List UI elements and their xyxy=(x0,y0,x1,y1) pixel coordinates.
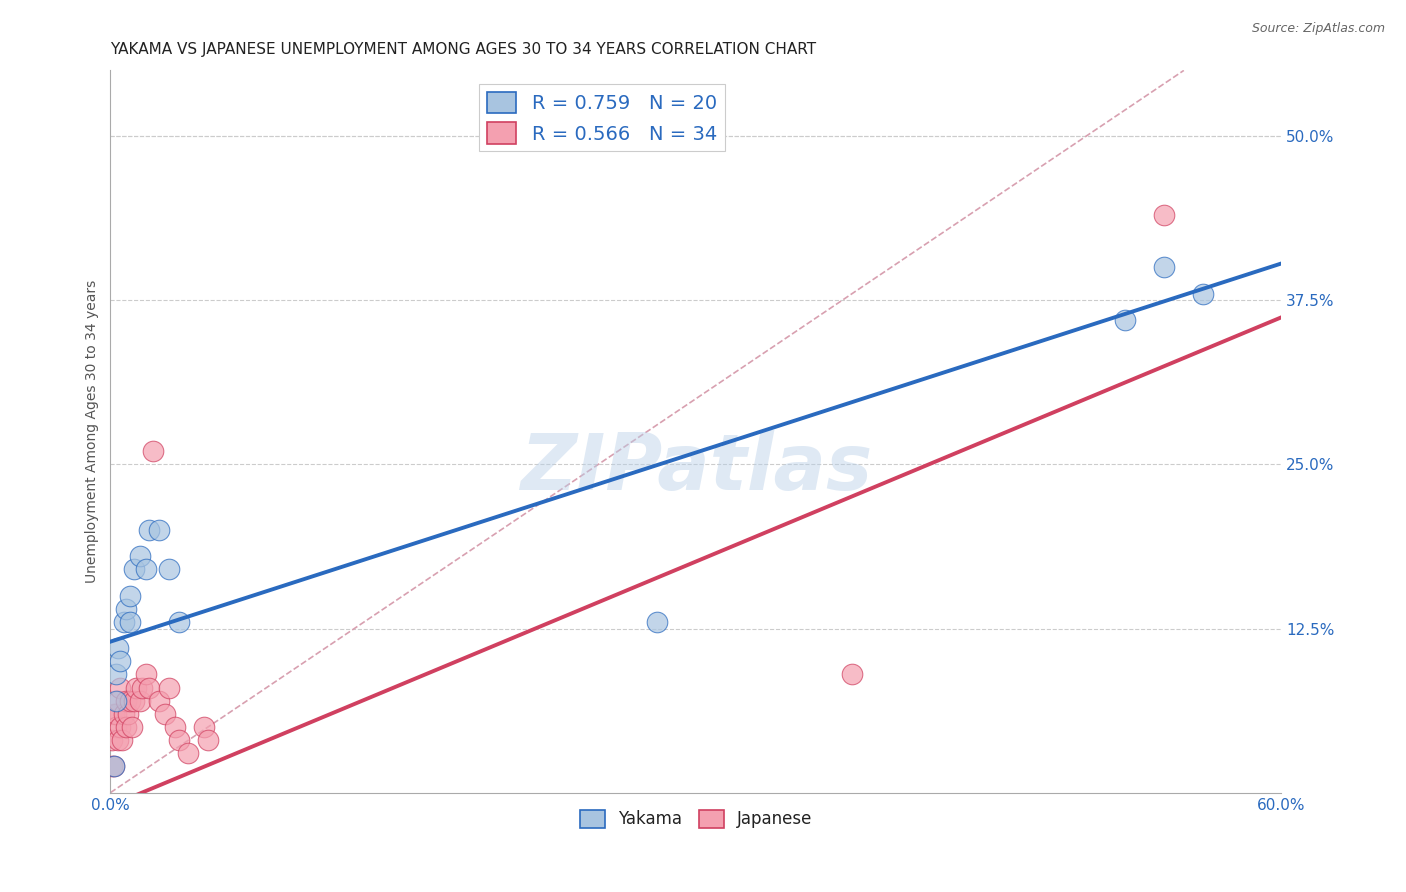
Point xyxy=(157,562,180,576)
Point xyxy=(167,615,190,629)
Point xyxy=(1153,260,1175,275)
Point xyxy=(157,681,180,695)
Point xyxy=(115,720,138,734)
Point xyxy=(105,720,128,734)
Point xyxy=(125,681,148,695)
Point xyxy=(108,654,131,668)
Point xyxy=(138,523,160,537)
Point xyxy=(108,720,131,734)
Point xyxy=(1153,208,1175,222)
Point xyxy=(107,733,129,747)
Point xyxy=(193,720,215,734)
Text: Source: ZipAtlas.com: Source: ZipAtlas.com xyxy=(1251,22,1385,36)
Point xyxy=(135,667,157,681)
Point xyxy=(118,694,141,708)
Point xyxy=(101,733,124,747)
Point xyxy=(142,444,165,458)
Point xyxy=(107,641,129,656)
Point xyxy=(108,681,131,695)
Point xyxy=(148,523,170,537)
Point xyxy=(1192,286,1215,301)
Point xyxy=(112,615,135,629)
Point xyxy=(148,694,170,708)
Point xyxy=(1114,313,1136,327)
Point xyxy=(112,706,135,721)
Point xyxy=(163,720,186,734)
Y-axis label: Unemployment Among Ages 30 to 34 years: Unemployment Among Ages 30 to 34 years xyxy=(86,280,100,583)
Legend: Yakama, Japanese: Yakama, Japanese xyxy=(572,803,818,835)
Point xyxy=(105,706,128,721)
Point xyxy=(105,694,128,708)
Point xyxy=(115,694,138,708)
Point xyxy=(101,759,124,773)
Point xyxy=(167,733,190,747)
Point xyxy=(128,694,150,708)
Point xyxy=(197,733,219,747)
Point xyxy=(138,681,160,695)
Point xyxy=(122,562,145,576)
Point xyxy=(118,589,141,603)
Point xyxy=(103,759,125,773)
Point xyxy=(121,720,143,734)
Point xyxy=(153,706,176,721)
Point xyxy=(118,615,141,629)
Point xyxy=(111,733,134,747)
Point xyxy=(131,681,153,695)
Text: YAKAMA VS JAPANESE UNEMPLOYMENT AMONG AGES 30 TO 34 YEARS CORRELATION CHART: YAKAMA VS JAPANESE UNEMPLOYMENT AMONG AG… xyxy=(111,42,817,57)
Point xyxy=(115,602,138,616)
Point xyxy=(105,667,128,681)
Point xyxy=(645,615,668,629)
Point xyxy=(128,549,150,564)
Point xyxy=(841,667,863,681)
Point xyxy=(107,694,129,708)
Point xyxy=(103,706,125,721)
Point xyxy=(103,759,125,773)
Text: ZIPatlas: ZIPatlas xyxy=(520,430,872,506)
Point xyxy=(122,694,145,708)
Point xyxy=(117,706,139,721)
Point xyxy=(177,746,200,760)
Point xyxy=(135,562,157,576)
